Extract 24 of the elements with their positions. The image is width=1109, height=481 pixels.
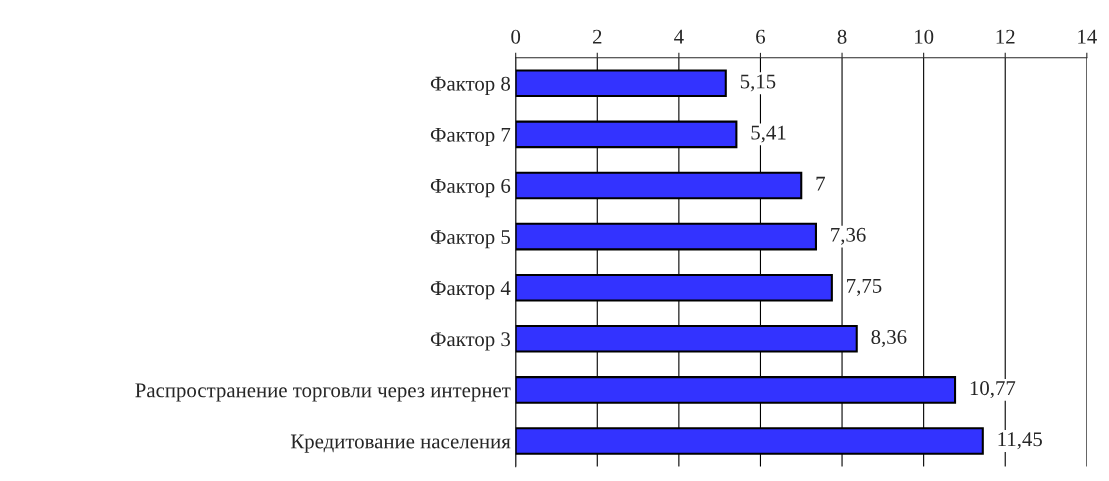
y-tick-label: Фактор 3: [430, 332, 511, 351]
data-label: 10,77: [970, 381, 1016, 399]
x-tick-label: 12: [996, 29, 1015, 44]
x-tick-label: 0: [511, 29, 521, 44]
y-tick-label: Фактор 7: [430, 127, 511, 147]
data-label: 8,36: [871, 329, 907, 348]
y-tick-label: Фактор 5: [430, 230, 511, 249]
data-label: 5,15: [740, 74, 776, 92]
x-tick-label: 6: [756, 29, 766, 44]
data-label: 7,75: [847, 279, 882, 296]
y-tick-label: Распространение торговли через интернет: [135, 383, 511, 402]
x-tick-label: 4: [674, 29, 684, 44]
data-label: 7: [816, 176, 825, 191]
y-tick-label: Фактор 6: [430, 178, 511, 198]
y-tick-label: Фактор 4: [430, 281, 511, 300]
x-tick-label: 8: [837, 29, 847, 44]
x-tick-label: 10: [915, 29, 934, 44]
y-tick-label: Кредитование населения: [290, 434, 511, 453]
data-label: 5,41: [751, 125, 786, 143]
y-tick-label: Фактор 8: [430, 76, 511, 95]
data-label: 7,36: [831, 227, 866, 245]
data-label: 11,45: [998, 432, 1042, 450]
x-tick-label: 14: [1078, 29, 1097, 44]
x-tick-label: 2: [592, 29, 602, 44]
